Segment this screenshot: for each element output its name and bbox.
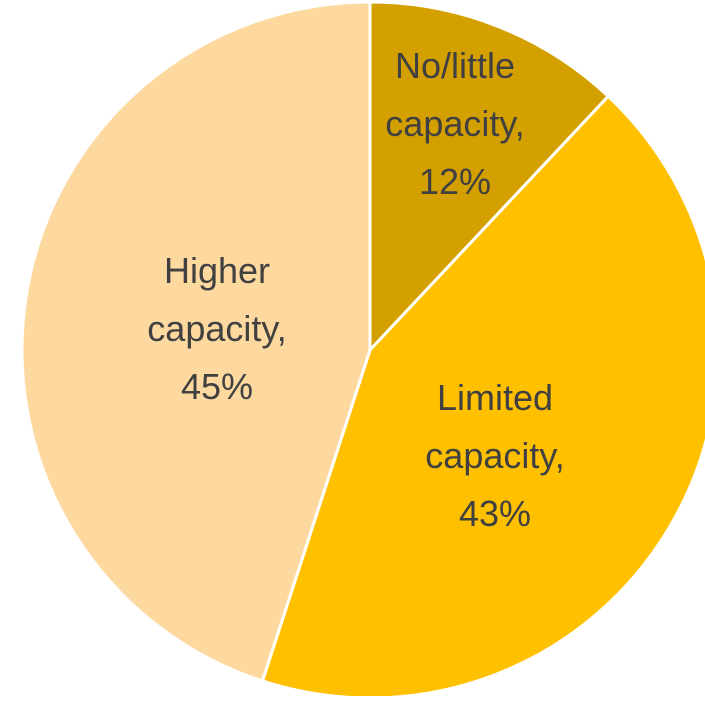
- pie-slice-higher-capacity: [20, 0, 372, 683]
- pie-label-line: Higher: [164, 250, 270, 291]
- pie-label-line: 45%: [181, 366, 253, 407]
- pie-label-line: 43%: [459, 493, 531, 534]
- pie-label-line: 12%: [419, 161, 491, 202]
- pie-labels: No/little capacity, 12% Limited capacity, 43%…: [147, 45, 564, 534]
- pie-label-higher-capacity: Higher capacity, 45%: [147, 250, 286, 407]
- pie-slice-no-little-capacity: [368, 0, 610, 352]
- pie-slices: [20, 0, 705, 700]
- pie-label-line: Limited: [437, 377, 553, 418]
- pie-label-line: capacity,: [425, 435, 564, 476]
- pie-label-no-little-capacity: No/little capacity, 12%: [385, 45, 524, 202]
- pie-label-line: No/little: [395, 45, 515, 86]
- pie-label-line: capacity,: [147, 308, 286, 349]
- pie-label-limited-capacity: Limited capacity, 43%: [425, 377, 564, 534]
- pie-label-line: capacity,: [385, 103, 524, 144]
